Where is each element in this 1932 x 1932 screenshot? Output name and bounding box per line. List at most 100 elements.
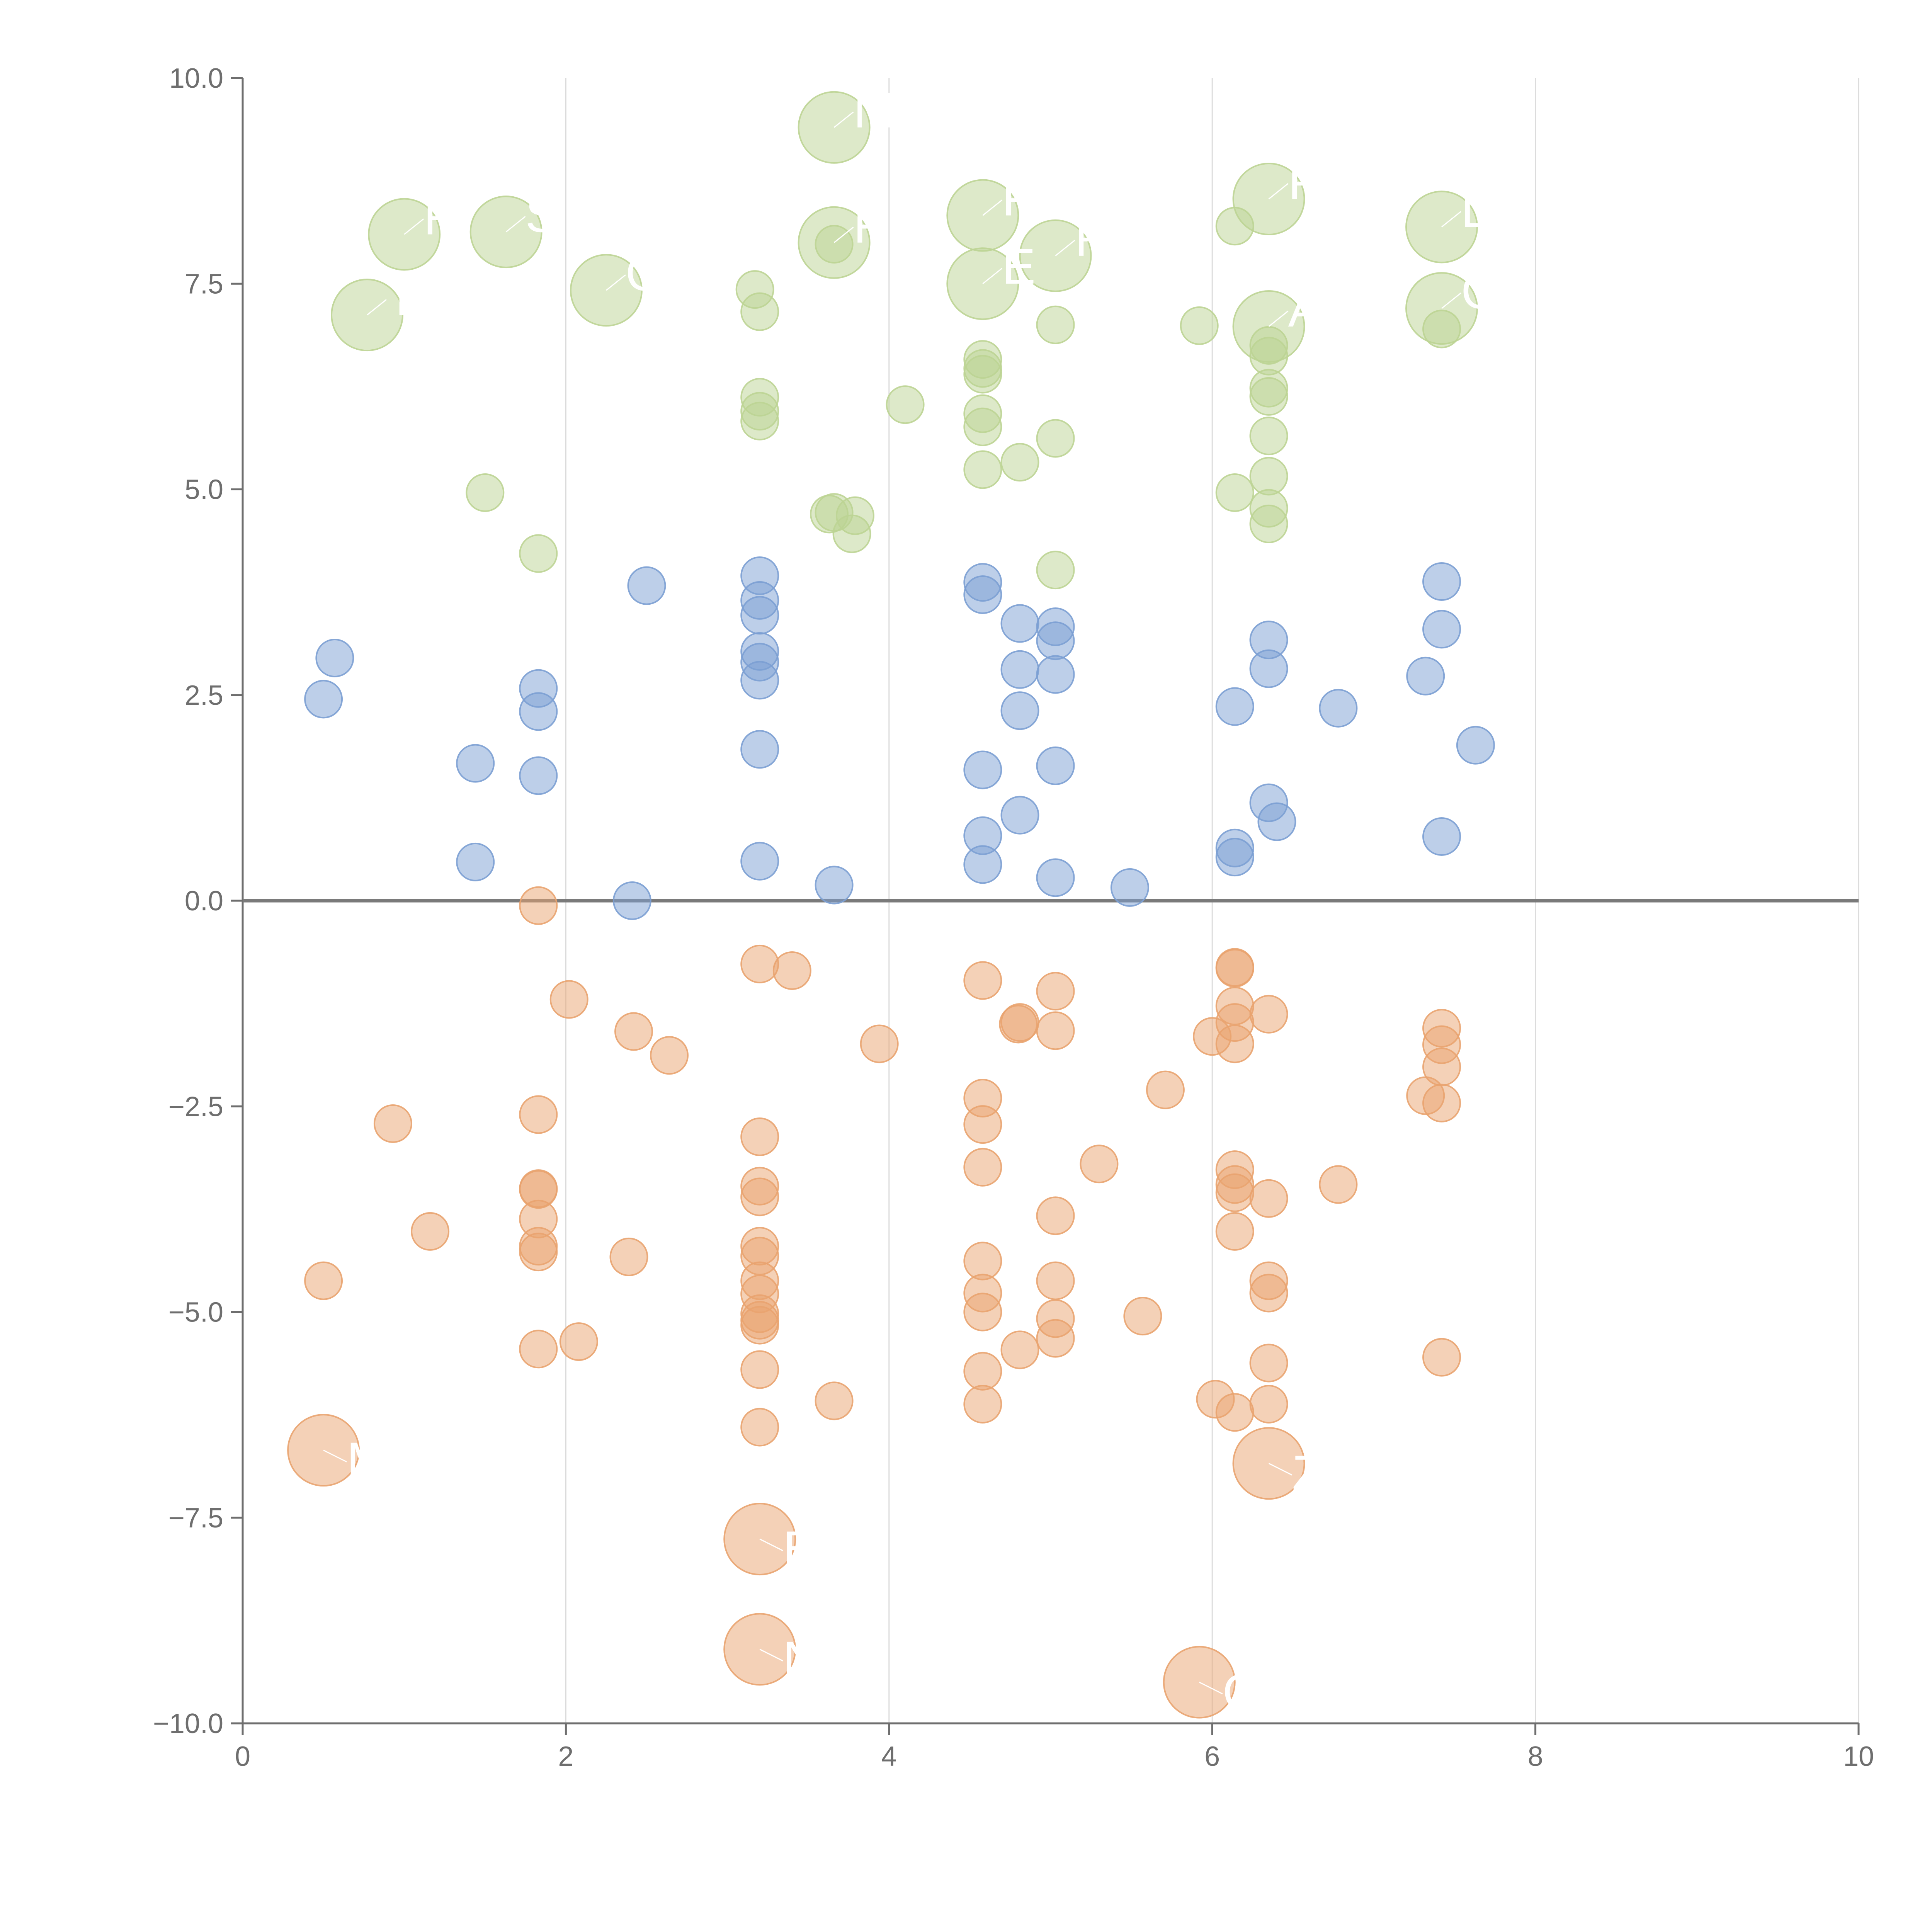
blue-bubble [1215,687,1254,726]
green-bubble [886,385,925,424]
orange-bubble [1123,1297,1162,1336]
blue-bubble [740,730,779,769]
label-leader-line [404,218,424,235]
green-bubble [835,496,874,535]
y-tick-label: 2.5 [185,680,223,711]
bubbles [287,91,1495,1719]
orange-bubble [1036,1011,1075,1050]
bubble-label: E [1002,238,1036,294]
bubble-label: D [1461,181,1497,238]
blue-bubble [1036,858,1075,897]
label-leader-line [1441,211,1461,228]
orange-bubble [1000,1330,1039,1369]
blue-bubble [627,566,666,605]
orange-bubble [963,1293,1002,1332]
orange-bubble [1215,1173,1254,1212]
label-leader-line [606,274,626,291]
orange-bubble [740,944,779,983]
blue-bubble [1249,649,1288,688]
blue-bubble [612,881,651,920]
blue-bubble [1319,689,1358,728]
orange-bubble [1215,1393,1254,1432]
orange-bubble [1036,1196,1075,1235]
x-tick-label: 6 [1204,1741,1220,1772]
orange-bubble [963,1105,1002,1144]
blue-bubble [1257,802,1296,841]
x-tick-label: 0 [235,1741,250,1772]
blue-bubble [1000,796,1039,835]
green-bubble [1036,419,1075,458]
bubble-label: C [1223,1664,1259,1720]
blue-bubble [1110,868,1149,907]
bubble-label: Z [1292,1445,1323,1501]
orange-bubble [1000,1003,1039,1042]
orange-bubble [609,1237,648,1276]
label-leader-line [1055,240,1075,257]
orange-bubble [519,1233,558,1272]
label-leader-line [759,1649,783,1662]
blue-bubble [740,661,779,700]
bubble-label: P [1002,170,1036,226]
label-leader-line [833,111,854,128]
blue-bubble [1036,621,1075,660]
green-bubble [519,534,558,573]
y-tick-label: 7.5 [185,269,223,299]
green-bubble [740,401,779,440]
blue-bubble [315,638,354,677]
blue-bubble [1036,746,1075,785]
blue-bubble [963,575,1002,614]
orange-bubble [740,1306,779,1345]
bubble-label: P [1288,153,1322,210]
orange-bubble [963,1148,1002,1187]
green-bubble [963,407,1002,446]
orange-bubble [519,1330,558,1369]
orange-bubble [963,1384,1002,1423]
orange-bubble [1249,1384,1288,1423]
orange-bubble [373,1104,412,1143]
y-tick-label: −2.5 [168,1091,223,1122]
blue-bubble [1000,604,1039,643]
blue-bubble [1422,817,1461,856]
green-bubble [815,225,854,264]
blue-bubble [1036,655,1075,694]
orange-bubble [1146,1070,1185,1109]
blue-bubble [456,744,495,783]
label-leader-line [367,299,387,316]
green-bubble [1180,306,1219,345]
orange-bubble [614,1012,653,1051]
bubble-label: M [347,1432,388,1488]
orange-bubble [559,1322,598,1361]
x-tick-label: 2 [558,1741,573,1772]
orange-bubble [1249,995,1288,1034]
bubble-label: R [1075,210,1111,267]
bubble-label: O [626,245,665,301]
green-bubble [1000,443,1039,482]
blue-bubble [1000,650,1039,689]
orange-bubble [815,1381,854,1420]
y-tick-label: 10.0 [169,63,223,94]
orange-bubble [740,1350,779,1389]
orange-bubble [860,1024,899,1063]
bubble-label: G [1461,263,1500,319]
x-tick-label: 4 [881,1741,897,1772]
bubble-label: S [526,186,559,243]
bubble-label: T [386,269,417,326]
y-tick-label: −10.0 [153,1708,223,1739]
y-tick-label: 0.0 [185,886,223,917]
bubble-label: B [783,1520,816,1577]
orange-bubble [1249,1274,1288,1313]
label-leader-line [982,268,1003,284]
orange-bubble [1319,1165,1358,1204]
label-leader-line [323,1449,347,1463]
blue-bubble [1456,726,1495,765]
bubble-label: A [1288,281,1322,337]
orange-bubble [1215,949,1254,988]
bubble-label: M [854,82,895,138]
blue-bubble [963,750,1002,789]
orange-bubble [519,886,558,925]
y-tick-label: 5.0 [185,474,223,505]
label-leader-line [1268,310,1289,327]
orange-bubble [1422,1048,1461,1087]
